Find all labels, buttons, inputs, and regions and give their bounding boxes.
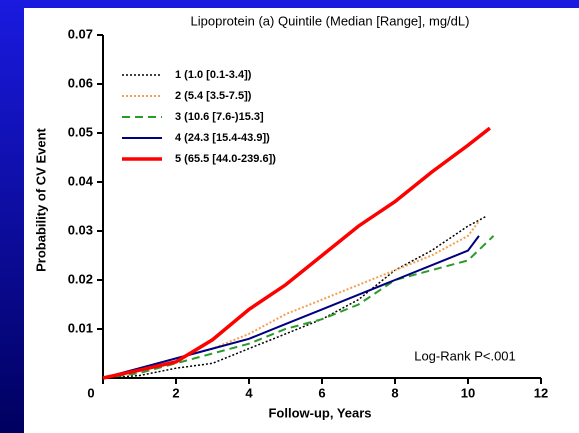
y-tick-label: 0.01 [68, 320, 93, 335]
y-tick-label: 0.02 [68, 271, 93, 286]
x-tick-label: 0 [87, 385, 94, 400]
series-line [102, 215, 487, 379]
x-tick-label: 10 [461, 385, 475, 400]
y-tick-label: 0.07 [68, 26, 93, 41]
y-tick-label: 0.03 [68, 222, 93, 237]
y-tick-label: 0.05 [68, 124, 93, 139]
legend-title: Lipoprotein (a) Quintile (Median [Range]… [191, 13, 470, 28]
y-axis-label: Probability of CV Event [33, 127, 48, 271]
x-tick-label: 8 [391, 385, 398, 400]
legend-label: 5 (65.5 [44.0-239.6]) [175, 153, 276, 165]
series-line [102, 126, 491, 380]
x-tick-label: 6 [318, 385, 325, 400]
x-tick-label: 2 [172, 385, 179, 400]
series-line [102, 235, 480, 379]
y-tick-label: 0.04 [68, 173, 94, 188]
legend-label: 1 (1.0 [0.1-3.4]) [175, 69, 252, 81]
legend-label: 3 (10.6 [7.6-)15.3] [175, 111, 264, 123]
x-axis-label: Follow-up, Years [268, 405, 371, 420]
legend-label: 4 (24.3 [15.4-43.9]) [175, 132, 270, 144]
x-tick-label: 12 [534, 385, 548, 400]
legend-label: 2 (5.4 [3.5-7.5]) [175, 90, 252, 102]
annotation: Log-Rank P<.001 [414, 348, 516, 363]
x-tick-label: 4 [245, 385, 253, 400]
plot-panel [24, 8, 579, 433]
y-tick-label: 0.06 [68, 75, 93, 90]
